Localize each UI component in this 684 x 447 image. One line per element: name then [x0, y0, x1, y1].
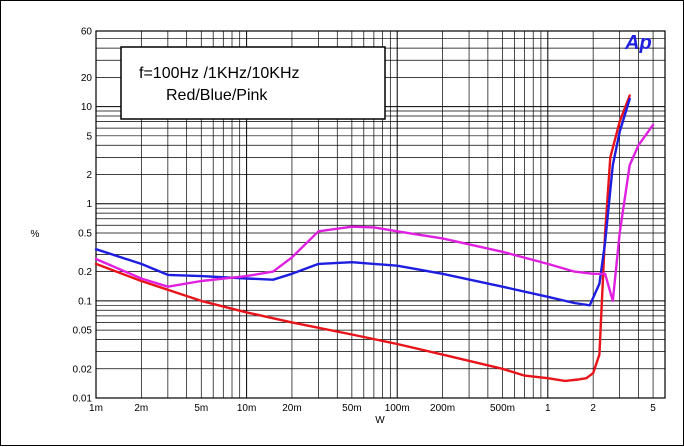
x-tick-label: 5 [650, 403, 656, 414]
y-tick-label: 2 [86, 170, 92, 181]
annotation-line-1: f=100Hz /1KHz/10KHz [139, 65, 300, 82]
series-line-1 [94, 97, 631, 307]
y-tick-label: 0.02 [73, 364, 93, 375]
x-tick-label: 20m [282, 403, 301, 414]
y-tick-label: 1 [86, 199, 92, 210]
y-tick-label: 5 [86, 131, 92, 142]
series-lines [94, 94, 655, 383]
y-tick-label: 0.01 [73, 394, 93, 405]
x-axis-title: W [375, 415, 385, 426]
annotation-line-2: Red/Blue/Pink [166, 87, 268, 104]
x-tick-label: 1m [89, 403, 103, 414]
y-tick-label: 20 [81, 73, 93, 84]
x-tick-label: 200m [430, 403, 455, 414]
y-axis-title: % [31, 229, 40, 240]
series-line-2 [94, 123, 655, 303]
ap-logo: Ap [624, 32, 652, 54]
y-tick-label: 0.05 [73, 326, 93, 337]
x-tick-label: 5m [194, 403, 208, 414]
series-line-0 [94, 94, 631, 383]
x-tick-label: 2 [590, 403, 596, 414]
x-tick-label: 1 [545, 403, 551, 414]
x-tick-label: 10m [237, 403, 256, 414]
x-tick-label: 100m [385, 403, 410, 414]
x-tick-label: 500m [490, 403, 515, 414]
y-tick-label: 0.5 [78, 228, 92, 239]
y-tick-label: 10 [81, 102, 93, 113]
x-tick-label: 2m [134, 403, 148, 414]
y-tick-label: 0.1 [78, 296, 92, 307]
y-tick-label: 0.2 [78, 267, 92, 278]
tick-labels: 1m 2m 5m 10m 20m 50m 100m 200m 500m 1 2 5 0.01 0.02 0.… [73, 27, 657, 415]
annotation-box: f=100Hz /1KHz/10KHz Red/Blue/Pink [120, 46, 386, 120]
annotation-box-border [120, 46, 386, 120]
x-tick-label: 50m [342, 403, 361, 414]
y-tick-label: 60 [81, 27, 93, 38]
plot-border [95, 30, 666, 399]
